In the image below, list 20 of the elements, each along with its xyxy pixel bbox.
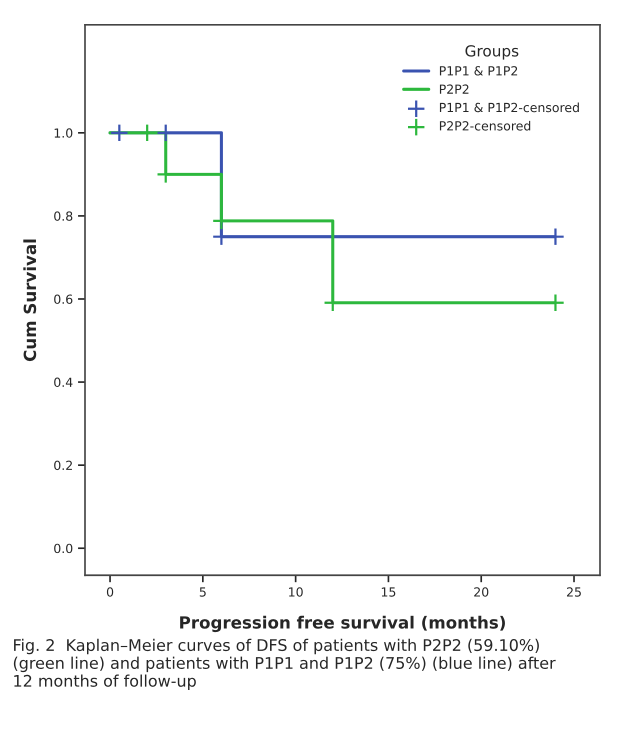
x-axis-title: Progression free survival (months) — [180, 616, 505, 632]
y-tick-label: 0.6 — [54, 294, 72, 304]
legend-label: P1P1 & P1P2-censored — [440, 102, 579, 112]
legend-title: Groups — [465, 45, 518, 60]
legend-label: P1P1 & P1P2 — [440, 66, 518, 76]
y-axis-title: Cum Survival — [23, 240, 36, 362]
y-tick-label: 0.8 — [54, 211, 72, 221]
x-tick-label: 5 — [200, 587, 206, 597]
x-tick-label: 25 — [566, 587, 581, 597]
x-tick-label: 15 — [382, 587, 396, 597]
y-tick-label: 0.2 — [54, 460, 72, 470]
x-tick-label: 0 — [106, 587, 114, 597]
y-tick-label: 1.0 — [54, 128, 72, 138]
legend-label: P2P2 — [440, 84, 468, 94]
y-tick-label: 0.4 — [54, 378, 72, 387]
caption: Fig. 2 Kaplan–Meier curves of DFS of patients with P2P2 (59.10%) (green line) and patients with P1P1 and P1P2 (75%) (blue line) after 12 months of follow-up — [14, 638, 556, 690]
x-tick-label: 20 — [474, 587, 488, 597]
legend-label: P2P2-censored — [440, 120, 530, 131]
x-tick-label: 10 — [289, 587, 303, 597]
y-tick-label: 0.0 — [54, 544, 72, 554]
